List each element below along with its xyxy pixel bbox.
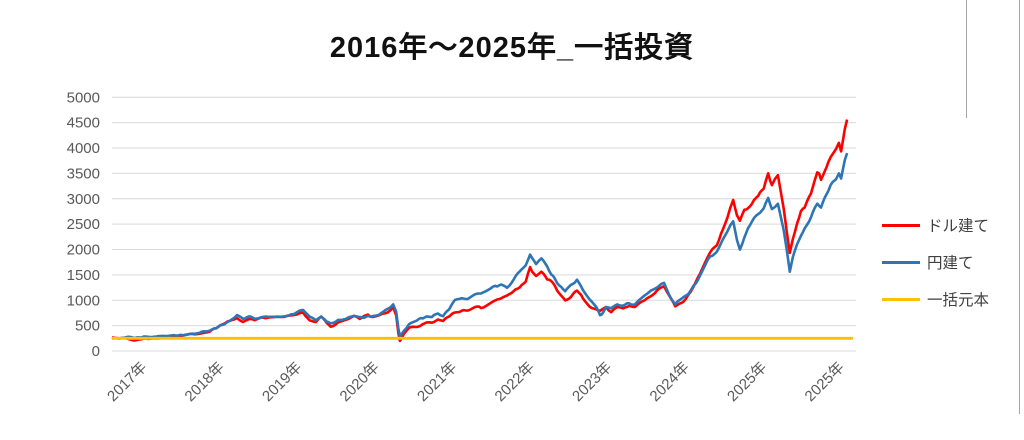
x-tick-label: 2018年 bbox=[182, 359, 228, 405]
y-tick-label: 1500 bbox=[67, 267, 100, 284]
legend-label-jpy: 円建て bbox=[927, 255, 974, 272]
y-tick-label: 4000 bbox=[67, 140, 100, 157]
x-tick-label: 2024年 bbox=[647, 359, 693, 405]
y-tick-label: 500 bbox=[75, 318, 100, 335]
legend-label-principal: 一括元本 bbox=[927, 292, 990, 309]
y-tick-label: 2000 bbox=[67, 242, 100, 259]
y-tick-label: 3500 bbox=[67, 165, 100, 182]
y-axis-tick-labels: 0 500 1000 1500 2000 2500 3000 3500 4000 4500 5000 bbox=[67, 89, 100, 360]
y-tick-label: 3000 bbox=[67, 191, 100, 208]
x-tick-label: 2020年 bbox=[337, 359, 383, 405]
legend-item-usd: ドル建て bbox=[882, 214, 989, 236]
gridlines bbox=[112, 96, 856, 352]
legend-label-usd: ドル建て bbox=[927, 218, 990, 235]
x-tick-label: 2025年 bbox=[802, 359, 848, 405]
x-tick-label: 2022年 bbox=[492, 359, 538, 405]
x-tick-label: 2021年 bbox=[414, 359, 460, 405]
legend-item-jpy: 円建て bbox=[882, 251, 974, 273]
y-tick-label: 5000 bbox=[67, 89, 100, 106]
legend-item-principal: 一括元本 bbox=[882, 288, 989, 310]
data-series-lines bbox=[111, 119, 853, 343]
principal-line-swatch bbox=[882, 297, 920, 301]
usd-line-swatch bbox=[882, 223, 920, 227]
series-line-jpy bbox=[111, 152, 849, 340]
series-line-usd bbox=[111, 119, 849, 343]
x-axis-tick-labels: 2017年 2018年 2019年 2020年 2021年 2022年 2023年 2024年… bbox=[104, 359, 848, 405]
y-tick-label: 4500 bbox=[67, 115, 100, 132]
chart-area-right-border bbox=[1019, 0, 1020, 414]
x-tick-label: 2017年 bbox=[104, 359, 150, 405]
window-edge-line bbox=[966, 0, 967, 118]
y-tick-label: 0 bbox=[92, 343, 100, 360]
chart-title: 2016年～2025年_一括投資 bbox=[329, 32, 695, 64]
y-tick-label: 2500 bbox=[67, 216, 100, 233]
y-tick-label: 1000 bbox=[67, 292, 100, 309]
x-tick-label: 2019年 bbox=[259, 359, 305, 405]
x-tick-label: 2023年 bbox=[569, 359, 615, 405]
jpy-line-swatch bbox=[882, 260, 920, 264]
x-tick-label: 2025年 bbox=[724, 359, 770, 405]
